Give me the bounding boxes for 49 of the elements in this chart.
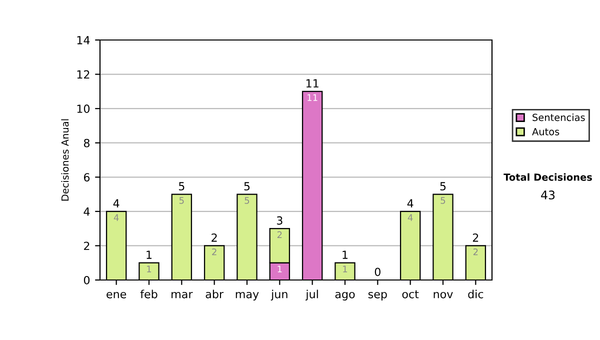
x-tick-label: feb: [140, 290, 158, 298]
x-tick-label: ene: [106, 292, 126, 298]
x-tick-label: jul: [306, 290, 318, 300]
total-label: 11: [306, 79, 318, 88]
total-label: 3: [276, 216, 282, 225]
y-tick-label: 8: [84, 138, 90, 148]
x-tick-label: may: [236, 292, 259, 300]
y-tick-label: 10: [77, 104, 90, 113]
data-label: 1: [278, 266, 282, 272]
data-label: 1: [343, 266, 348, 272]
data-label: 5: [440, 197, 446, 204]
x-tick-label: oct: [402, 290, 419, 298]
x-tick-label: jun: [270, 290, 288, 300]
total-label: 5: [244, 182, 250, 190]
total-label: 5: [178, 182, 184, 190]
data-label: 5: [244, 197, 250, 204]
legend-label: Autos: [532, 128, 560, 136]
total-label: 1: [342, 250, 348, 259]
data-label: 2: [473, 248, 478, 256]
data-label: 2: [212, 248, 216, 256]
total-label: 4: [407, 199, 414, 208]
total-label: 2: [472, 233, 478, 242]
data-label: 2: [277, 231, 282, 238]
total-label: 0: [374, 268, 380, 276]
x-tick-label: ago: [335, 292, 355, 300]
x-tick-label: dic: [468, 290, 484, 298]
x-tick-label: sep: [368, 292, 387, 300]
data-label: 4: [408, 214, 413, 221]
y-tick-label: 12: [77, 70, 90, 79]
y-tick-label: 6: [84, 173, 90, 182]
total-label: 2: [212, 233, 217, 242]
total-label: 1: [146, 250, 152, 259]
total-label: 4: [113, 199, 120, 208]
x-tick-label: mar: [172, 292, 193, 298]
y-tick-label: 2: [84, 242, 90, 250]
data-label: 11: [308, 94, 318, 101]
data-label: 4: [114, 214, 119, 221]
data-label: 5: [179, 197, 184, 204]
data-label: 1: [147, 266, 152, 272]
text: Total Decisiones: [504, 173, 592, 181]
x-tick-label: nov: [434, 292, 453, 298]
y-axis-title: Decisiones Anual: [61, 119, 69, 201]
y-tick-label: 14: [77, 36, 90, 44]
y-tick-label: 0: [84, 276, 90, 284]
y-tick-label: 4: [84, 208, 90, 216]
legend-label: Sentencias: [532, 114, 585, 122]
total-label: 5: [440, 182, 446, 190]
x-tick-label: abr: [206, 290, 224, 298]
text: 43: [541, 190, 555, 200]
